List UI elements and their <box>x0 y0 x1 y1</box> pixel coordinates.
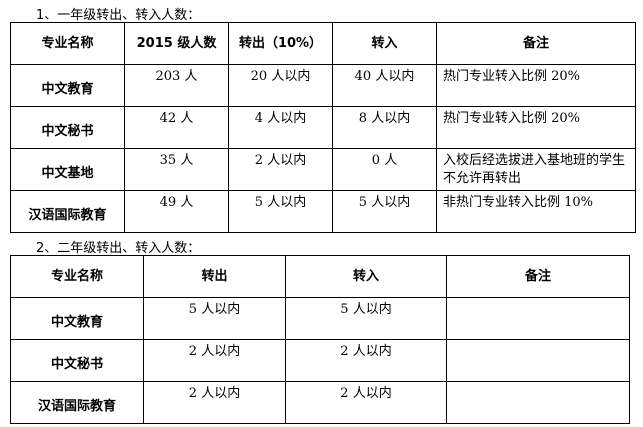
count-cell: 42 人 <box>124 106 229 149</box>
table-header-row: 专业名称 2015 级人数 转出（10%） 转入 备注 <box>10 22 636 65</box>
note-cell <box>446 381 630 424</box>
header-cell: 备注 <box>446 255 630 298</box>
header-cell: 转出（10%） <box>228 22 333 65</box>
header-cell: 转入 <box>332 22 437 65</box>
note-cell <box>446 339 630 382</box>
count-cell: 203 人 <box>124 64 229 107</box>
section1-title: 1、一年级转出、转入人数： <box>36 8 201 23</box>
major-cell: 中文秘书 <box>10 106 125 149</box>
table-row: 汉语国际教育 49 人 5 人以内 5 人以内 非热门专业转入比例 10% <box>10 190 636 233</box>
major-cell: 中文教育 <box>10 64 125 107</box>
table-row: 中文秘书 2 人以内 2 人以内 <box>10 339 630 382</box>
in-cell: 2 人以内 <box>285 339 447 382</box>
in-cell: 5 人以内 <box>285 297 447 340</box>
header-cell: 2015 级人数 <box>124 22 229 65</box>
note-cell: 热门专业转入比例 20% <box>436 64 636 107</box>
note-cell: 热门专业转入比例 20% <box>436 106 636 149</box>
out-cell: 2 人以内 <box>143 381 286 424</box>
header-cell: 备注 <box>436 22 636 65</box>
out-cell: 2 人以内 <box>228 148 333 191</box>
second-year-table: 专业名称 转出 转入 备注 中文教育 5 人以内 5 人以内 中文秘书 2 人以… <box>10 255 630 424</box>
first-year-table: 专业名称 2015 级人数 转出（10%） 转入 备注 中文教育 203 人 2… <box>10 22 636 233</box>
in-cell: 40 人以内 <box>332 64 437 107</box>
table-row: 中文教育 203 人 20 人以内 40 人以内 热门专业转入比例 20% <box>10 64 636 107</box>
header-cell: 专业名称 <box>10 22 125 65</box>
out-cell: 4 人以内 <box>228 106 333 149</box>
header-cell: 专业名称 <box>10 255 144 298</box>
count-cell: 49 人 <box>124 190 229 233</box>
out-cell: 5 人以内 <box>228 190 333 233</box>
header-cell: 转入 <box>285 255 447 298</box>
in-cell: 2 人以内 <box>285 381 447 424</box>
note-cell: 入校后经选拔进入基地班的学生不允许再转出 <box>436 148 636 191</box>
table-row: 汉语国际教育 2 人以内 2 人以内 <box>10 381 630 424</box>
note-cell: 非热门专业转入比例 10% <box>436 190 636 233</box>
out-cell: 20 人以内 <box>228 64 333 107</box>
table-row: 中文秘书 42 人 4 人以内 8 人以内 热门专业转入比例 20% <box>10 106 636 149</box>
major-cell: 中文秘书 <box>10 339 144 382</box>
in-cell: 5 人以内 <box>332 190 437 233</box>
major-cell: 汉语国际教育 <box>10 381 144 424</box>
table-header-row: 专业名称 转出 转入 备注 <box>10 255 630 298</box>
out-cell: 5 人以内 <box>143 297 286 340</box>
header-cell: 转出 <box>143 255 286 298</box>
out-cell: 2 人以内 <box>143 339 286 382</box>
in-cell: 8 人以内 <box>332 106 437 149</box>
major-cell: 汉语国际教育 <box>10 190 125 233</box>
major-cell: 中文基地 <box>10 148 125 191</box>
section2-title: 2、二年级转出、转入人数： <box>36 241 201 256</box>
major-cell: 中文教育 <box>10 297 144 340</box>
note-cell <box>446 297 630 340</box>
count-cell: 35 人 <box>124 148 229 191</box>
table-row: 中文基地 35 人 2 人以内 0 人 入校后经选拔进入基地班的学生不允许再转出 <box>10 148 636 191</box>
in-cell: 0 人 <box>332 148 437 191</box>
table-row: 中文教育 5 人以内 5 人以内 <box>10 297 630 340</box>
